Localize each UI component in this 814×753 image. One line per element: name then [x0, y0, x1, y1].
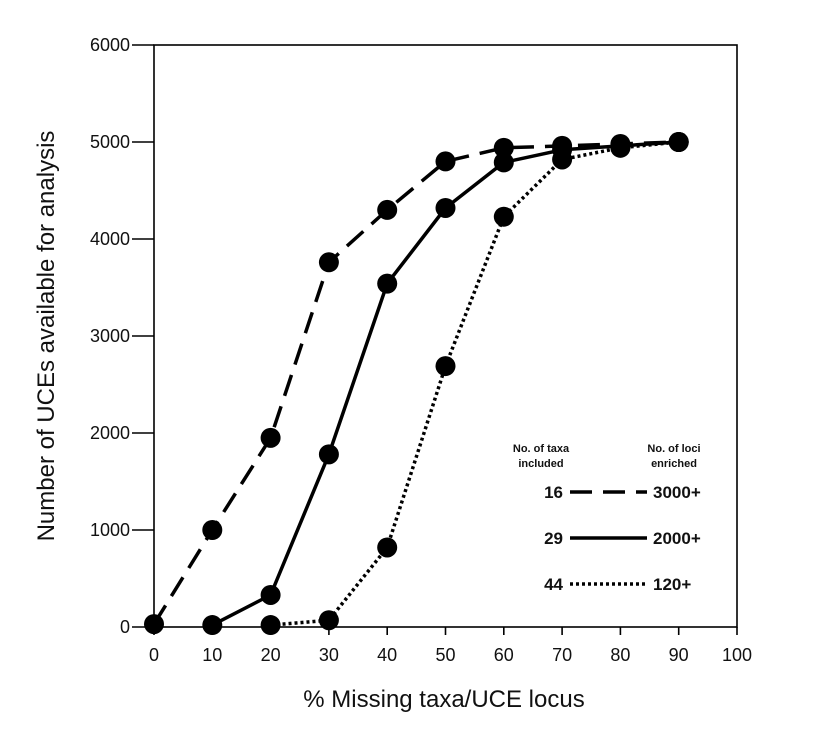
data-point-dashed — [202, 520, 223, 540]
legend: No. of taxa included No. of loci enriche… — [513, 443, 701, 594]
x-tick-label: 0 — [149, 645, 159, 665]
legend-taxa-16: 16 — [544, 483, 563, 502]
y-tick-label: 1000 — [90, 520, 130, 540]
data-point-dashed — [493, 137, 514, 158]
legend-rows: 16 3000+ 29 2000+ 44 120+ — [544, 483, 701, 594]
x-tick-label: 70 — [552, 645, 572, 665]
data-point-dashed — [260, 427, 281, 448]
data-point-dashed — [377, 199, 398, 220]
y-tick-label: 2000 — [90, 423, 130, 443]
y-axis-title: Number of UCEs available for analysis — [33, 131, 60, 542]
y-tick-label: 0 — [120, 617, 130, 637]
y-tick-label: 5000 — [90, 132, 130, 152]
data-point-dotted — [552, 149, 573, 170]
data-point-solid — [318, 444, 339, 465]
x-tick-label: 20 — [261, 645, 281, 665]
data-point-solid — [260, 584, 281, 605]
y-axis: 0 1000 2000 3000 4000 5000 6000 — [90, 35, 154, 637]
legend-taxa-header-line2: included — [518, 458, 563, 470]
x-tick-label: 60 — [494, 645, 514, 665]
data-point-solid — [435, 197, 456, 218]
legend-loci-120plus: 120+ — [653, 575, 691, 594]
x-tick-label: 40 — [377, 645, 397, 665]
plot-frame — [153, 44, 738, 628]
data-point-solid — [377, 273, 398, 294]
data-point-dotted — [260, 615, 281, 636]
legend-loci-2000plus: 2000+ — [653, 529, 701, 548]
data-point-solid — [202, 615, 223, 636]
data-point-dashed — [318, 252, 339, 273]
x-axis: 0 10 20 30 40 50 60 70 80 90 100 — [149, 627, 752, 665]
x-axis-title: % Missing taxa/UCE locus — [303, 686, 584, 713]
x-tick-label: 30 — [319, 645, 339, 665]
data-point-dotted — [668, 132, 689, 152]
y-tick-label: 3000 — [90, 326, 130, 346]
data-point-dotted — [610, 137, 631, 158]
y-tick-label: 4000 — [90, 229, 130, 249]
legend-loci-3000plus: 3000+ — [653, 483, 701, 502]
legend-taxa-44: 44 — [544, 575, 563, 594]
data-point-dotted — [377, 537, 398, 558]
data-point-dotted — [493, 206, 514, 227]
x-tick-label: 80 — [610, 645, 630, 665]
series-line-dotted — [270, 140, 679, 627]
data-point-dashed — [435, 151, 456, 172]
legend-loci-header-line1: No. of loci — [647, 443, 700, 455]
x-tick-label: 100 — [722, 645, 752, 665]
y-tick-label: 6000 — [90, 35, 130, 55]
legend-loci-header-line2: enriched — [651, 458, 697, 470]
x-tick-label: 50 — [435, 645, 455, 665]
x-tick-label: 90 — [669, 645, 689, 665]
legend-taxa-29: 29 — [544, 529, 563, 548]
series-line-dashed — [152, 140, 679, 626]
data-point-solid — [493, 152, 514, 173]
series-lines — [152, 140, 679, 627]
data-point-dashed — [144, 614, 164, 635]
legend-taxa-header-line1: No. of taxa — [513, 443, 570, 455]
data-point-dotted — [435, 356, 456, 377]
data-point-dotted — [318, 610, 339, 631]
series-points — [144, 132, 689, 636]
x-tick-label: 10 — [202, 645, 222, 665]
plot-border — [153, 44, 738, 628]
